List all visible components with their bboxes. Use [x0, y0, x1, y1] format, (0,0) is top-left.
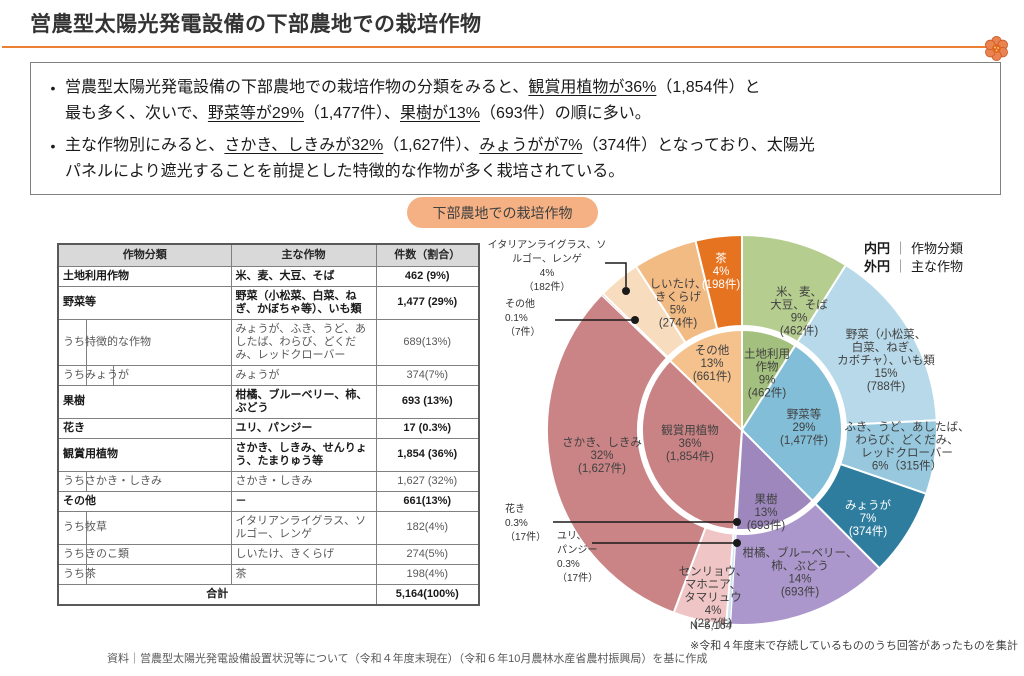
callout-dot-3	[733, 539, 741, 547]
table-row: うちきのこ類 しいたけ、きくらげ 274(5%)	[57, 543, 480, 565]
inner-segment-label: 土地利用作物 9% (462件)	[744, 348, 790, 400]
bullet-marker: •	[50, 80, 56, 96]
outer-segment-11	[694, 233, 743, 331]
inner-segment-label: 果樹 13% (693件)	[747, 493, 786, 532]
outer-segment-label: ふき、うど、あしたば、わらび、どくだみ、レッドクローバー 6%（315件）	[844, 421, 969, 473]
inner-segment-4	[641, 359, 744, 531]
outer-segment-label: 野菜（小松菜、白菜、ねぎ、カボチャ）、いも類 15% (788件)	[837, 327, 935, 393]
outer-segment-7	[546, 293, 707, 614]
table-row: 土地利用作物 米、麦、大豆、そば 462 (9%)	[57, 265, 480, 287]
table-header-row: 作物分類 主な作物 件数（割合）	[57, 243, 480, 267]
outer-segment-label: 茶 4% (198件)	[702, 252, 741, 291]
col-header-category: 作物分類	[57, 243, 232, 267]
summary-bullet-list: • 営農型太陽光発電設備の下部農地での栽培作物の分類をみると、観賞用植物が36%（…	[41, 75, 986, 185]
table-row: 観賞用植物 さかき、しきみ、せんりょう、たまりゅう等 1,854 (36%)	[57, 437, 480, 472]
bullet-text: 主な作物別にみると、さかき、しきみが32%（1,627件）、みょうがが7%（37…	[65, 137, 815, 180]
title-rule	[2, 46, 990, 48]
outer-segment-label: 柑橘、ブルーベリー、柿、ぶどう 14% (693件)	[743, 546, 858, 599]
callout-dot-1	[631, 316, 639, 324]
summary-box: • 営農型太陽光発電設備の下部農地での栽培作物の分類をみると、観賞用植物が36%（…	[30, 62, 1001, 195]
inner-segment-5	[668, 328, 743, 433]
inner-segment-label: 観賞用植物 36% (1,854件)	[661, 423, 719, 463]
table-row: その他－ 661(13%)	[57, 490, 480, 512]
inner-segment-2	[734, 427, 814, 531]
table-row: 果樹 柑橘、ブルーベリー、柿、ぶどう 693 (13%)	[57, 384, 480, 419]
crops-table: 作物分類 主な作物 件数（割合） 土地利用作物 米、麦、大豆、そば 462 (9%)…	[57, 243, 480, 606]
bullet-text: 営農型太陽光発電設備の下部農地での栽培作物の分類をみると、観賞用植物が36%（1…	[65, 79, 761, 122]
table-row: うち特徴的な作物 みょうが、ふき、うど、あしたば、わらび、どくだみ、レッドクローバ…	[57, 318, 480, 366]
callout-label-3: ユリ、パンジー 0.3%（17件）	[557, 531, 598, 584]
table-row: うちみょうが みょうが 374(7%)	[57, 364, 480, 386]
callout-label-2: 花き 0.3%（17件）	[505, 502, 546, 543]
table-row: 野菜等 野菜（小松菜、白菜、ねぎ、かぼちゃ等）、いも類 1,477 (29%)	[57, 285, 480, 320]
callout-dot-2	[733, 518, 741, 526]
col-header-crops: 主な作物	[230, 243, 377, 267]
inner-segment-label: その他 13% (661件)	[693, 344, 732, 383]
outer-segment-label: みょうが 7% (374件)	[845, 498, 891, 538]
col-header-count: 件数（割合）	[375, 243, 480, 267]
chart-title-badge: 下部農地での栽培作物	[407, 197, 598, 228]
callout-dot-0	[622, 287, 630, 295]
inner-segment-label: 野菜等 29% (1,477件)	[780, 407, 828, 447]
sample-size-label: N=5,164	[690, 620, 732, 632]
outer-segment-label: さかき、しきみ 32% (1,627件)	[562, 436, 642, 475]
outer-segment-label: センリョウ、マホニア、タマリュウ 4% (227件)	[679, 565, 748, 630]
source-note: 資料｜営農型太陽光発電設備設置状況等について（令和４年度末現在）（令和６年10月…	[107, 653, 708, 665]
callout-label-1: その他 0.1%（7件）	[505, 297, 541, 338]
chart-legend: 内円 ｜ 作物分類 外円 ｜ 主な作物	[864, 240, 963, 276]
page-title: 営農型太陽光発電設備の下部農地での栽培作物	[30, 13, 482, 36]
table-total-row: 合計 5,164(100%)	[57, 583, 480, 605]
table-row: うち牧草 イタリアンライグラス、ソルゴー、レンゲ 182(4%)	[57, 510, 480, 545]
table-row: うち茶茶 198(4%)	[57, 563, 480, 585]
summary-bullet-1: • 主な作物別にみると、さかき、しきみが32%（1,627件）、みょうがが7%（3…	[41, 133, 986, 185]
outer-segment-label: しいたけ、きくらげ 5% (274件)	[650, 278, 707, 330]
nested-donut-chart: 土地利用作物 9% (462件) 野菜等 29% (1,477件) 果樹 13% (693件) 観…	[488, 230, 1024, 660]
inner-segment-1	[740, 344, 843, 503]
table-row: うちさかき・しきみ さかき・しきみ 1,627 (32%)	[57, 470, 480, 492]
flower-icon	[985, 36, 1008, 61]
table-row: 花き ユリ、パンジー 17 (0.3%)	[57, 417, 480, 439]
chart-note: ※令和４年度末で存続しているもののうち回答があったものを集計	[690, 640, 1018, 652]
legend-outer-ring: 外円 ｜ 主な作物	[864, 259, 964, 274]
callout-leader-0	[605, 262, 627, 287]
callout-label-0: イタリアンライグラス、ソルゴー、レンゲ 4%（182件）	[488, 238, 607, 293]
bullet-marker: •	[50, 138, 56, 154]
outer-segment-label: 米、麦、大豆、そば 9% (462件)	[770, 286, 828, 338]
legend-inner-ring: 内円 ｜ 作物分類	[864, 241, 964, 256]
outer-segment-1	[796, 263, 938, 426]
summary-bullet-0: • 営農型太陽光発電設備の下部農地での栽培作物の分類をみると、観賞用植物が36%（…	[41, 75, 986, 127]
